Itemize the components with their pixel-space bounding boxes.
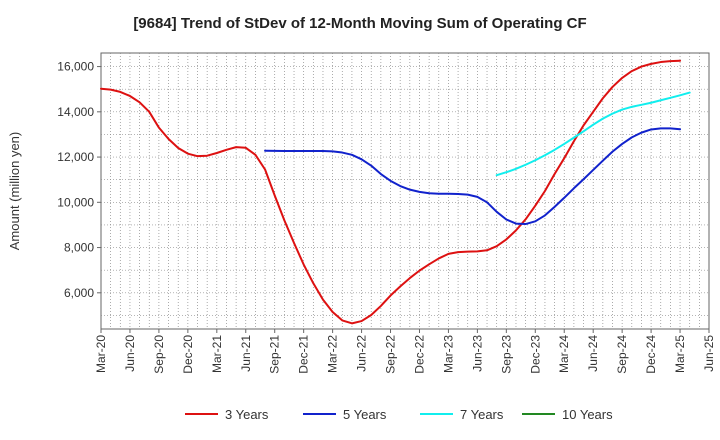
x-tick-label: Dec-22: [412, 335, 426, 374]
x-tick-label: Sep-22: [384, 335, 398, 374]
y-tick-label: 8,000: [64, 241, 94, 255]
legend-label: 5 Years: [343, 407, 387, 422]
series-line-3-years: [100, 59, 682, 325]
x-tick-label: Sep-24: [615, 335, 629, 374]
y-tick-label: 10,000: [57, 195, 94, 209]
x-tick-label: Jun-22: [355, 335, 369, 372]
x-axis-ticks: Mar-20 Jun-20 Sep-20 Dec-20 Mar-21 Jun-21 Sep-…: [94, 329, 716, 374]
x-tick-label: Mar-21: [210, 335, 224, 373]
y-tick-label: 14,000: [57, 105, 94, 119]
x-tick-label: Jun-24: [586, 335, 600, 372]
series-line-7-years: [495, 91, 691, 177]
y-tick-label: 12,000: [57, 150, 94, 164]
y-axis-label: Amount (million yen): [7, 132, 22, 251]
series-line-5-years: [264, 127, 682, 226]
x-tick-label: Sep-23: [499, 335, 513, 374]
y-axis-ticks: 6,000 8,000 10,000 12,000 14,000 16,000: [57, 60, 101, 300]
x-tick-label: Mar-22: [326, 335, 340, 373]
x-tick-label: Dec-21: [297, 335, 311, 374]
x-tick-label: Mar-24: [557, 335, 571, 373]
grid-lines: [101, 53, 709, 329]
y-tick-label: 6,000: [64, 286, 94, 300]
x-tick-label: Sep-20: [152, 335, 166, 374]
x-tick-label: Sep-21: [268, 335, 282, 374]
legend-label: 3 Years: [225, 407, 269, 422]
x-tick-label: Mar-25: [673, 335, 687, 373]
x-tick-label: Mar-20: [94, 335, 108, 373]
legend-label: 10 Years: [562, 407, 613, 422]
x-tick-label: Jun-25: [702, 335, 716, 372]
legend-label: 7 Years: [460, 407, 504, 422]
x-tick-label: Mar-23: [441, 335, 455, 373]
chart-title: [9684] Trend of StDev of 12-Month Moving…: [133, 15, 586, 32]
x-tick-label: Dec-23: [528, 335, 542, 374]
y-tick-label: 16,000: [57, 60, 94, 74]
plot-area: [100, 52, 710, 330]
x-tick-label: Jun-23: [470, 335, 484, 372]
x-tick-label: Dec-20: [181, 335, 195, 374]
legend: 3 Years 5 Years 7 Years 10 Years: [185, 407, 613, 422]
x-tick-label: Dec-24: [644, 335, 658, 374]
series-lines: [100, 59, 691, 325]
x-tick-label: Jun-21: [239, 335, 253, 372]
x-tick-label: Jun-20: [123, 335, 137, 372]
